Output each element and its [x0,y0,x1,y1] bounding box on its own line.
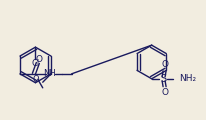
Text: O: O [160,88,167,97]
Text: NH: NH [43,69,56,78]
Text: O: O [35,54,42,63]
Text: Cl: Cl [31,59,39,68]
Text: S: S [160,74,166,84]
Text: NH₂: NH₂ [179,74,196,83]
Text: O: O [160,60,167,69]
Text: O: O [33,75,39,84]
